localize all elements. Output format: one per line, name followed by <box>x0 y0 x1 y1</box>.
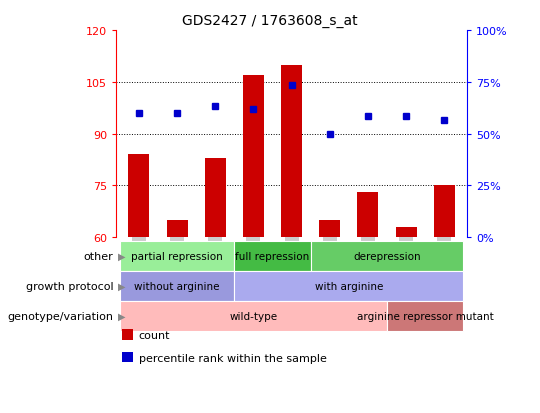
Text: ▶: ▶ <box>118 252 125 261</box>
Bar <box>205 158 226 237</box>
Text: count: count <box>139 330 170 340</box>
Text: ▶: ▶ <box>118 311 125 321</box>
Text: GDS2427 / 1763608_s_at: GDS2427 / 1763608_s_at <box>182 14 358 28</box>
Bar <box>357 193 379 237</box>
Text: arginine repressor mutant: arginine repressor mutant <box>357 311 494 321</box>
Text: wild-type: wild-type <box>230 311 278 321</box>
Text: full repression: full repression <box>235 252 309 261</box>
Bar <box>281 65 302 237</box>
Bar <box>434 186 455 237</box>
Text: genotype/variation: genotype/variation <box>8 311 113 321</box>
Bar <box>129 155 150 237</box>
Bar <box>319 220 340 237</box>
Text: derepression: derepression <box>353 252 421 261</box>
Text: partial repression: partial repression <box>131 252 223 261</box>
Text: ▶: ▶ <box>118 281 125 291</box>
Bar <box>167 220 187 237</box>
Bar <box>396 227 416 237</box>
Text: percentile rank within the sample: percentile rank within the sample <box>139 353 327 363</box>
Text: growth protocol: growth protocol <box>26 281 113 291</box>
Bar <box>243 76 264 237</box>
Text: with arginine: with arginine <box>315 281 383 291</box>
Text: without arginine: without arginine <box>134 281 220 291</box>
Text: other: other <box>84 252 113 261</box>
